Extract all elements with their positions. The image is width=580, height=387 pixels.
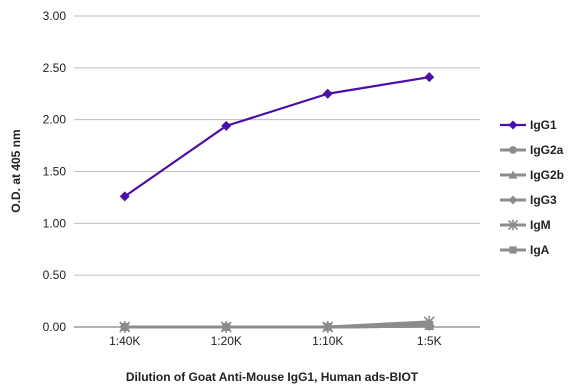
y-tick-label: 2.50 xyxy=(43,61,67,75)
legend-marker xyxy=(508,170,518,179)
data-point xyxy=(322,88,333,99)
y-axis-title: O.D. at 405 nm xyxy=(9,129,23,212)
y-tick-label: 2.00 xyxy=(43,113,67,127)
series-IgG1 xyxy=(119,72,435,202)
series-line xyxy=(124,76,430,198)
series xyxy=(119,72,435,333)
series-line xyxy=(124,324,430,329)
data-point xyxy=(424,72,435,83)
x-tick-label: 1:5K xyxy=(417,334,442,348)
legend-marker xyxy=(508,195,518,205)
legend-marker xyxy=(509,246,517,254)
legend-marker xyxy=(508,120,518,130)
x-axis-title: Dilution of Goat Anti-Mouse IgG1, Human … xyxy=(126,370,419,384)
y-tick-label: 0.50 xyxy=(43,268,67,282)
data-point xyxy=(221,120,232,131)
legend-item: IgG2b xyxy=(500,168,564,182)
legend-item: IgG1 xyxy=(500,118,557,132)
legend-item: IgG2a xyxy=(500,143,564,157)
data-point xyxy=(323,322,332,332)
legend-label: IgG3 xyxy=(530,193,557,207)
legend: IgG1 IgG2a IgG2b IgG3 IgM IgA xyxy=(500,118,564,257)
series-IgG2a xyxy=(120,321,434,332)
x-tick-label: 1:20K xyxy=(211,334,242,348)
y-tick-label: 1.00 xyxy=(43,216,67,230)
legend-label: IgG2a xyxy=(530,143,564,157)
data-point xyxy=(425,321,434,331)
series-IgM xyxy=(119,315,435,333)
x-tick-label: 1:10K xyxy=(312,334,343,348)
y-tick-label: 0.00 xyxy=(43,320,67,334)
legend-item: IgA xyxy=(500,243,550,257)
legend-label: IgG1 xyxy=(530,118,557,132)
legend-item: IgM xyxy=(500,218,551,232)
legend-label: IgA xyxy=(530,243,550,257)
data-point xyxy=(120,322,129,332)
legend-marker xyxy=(507,219,519,231)
legend-label: IgM xyxy=(530,218,551,232)
legend-label: IgG2b xyxy=(530,168,564,182)
data-point xyxy=(119,191,130,202)
y-tick-label: 3.00 xyxy=(43,9,67,23)
data-point xyxy=(222,322,231,332)
axes: 0.00 0.50 1.00 1.50 2.00 2.50 3.00 1:40K 1:20K 1:… xyxy=(43,9,480,348)
legend-item: IgG3 xyxy=(500,193,557,207)
x-tick-label: 1:40K xyxy=(109,334,140,348)
grid xyxy=(74,15,480,328)
y-tick-label: 1.50 xyxy=(43,165,67,179)
legend-marker xyxy=(509,146,517,154)
